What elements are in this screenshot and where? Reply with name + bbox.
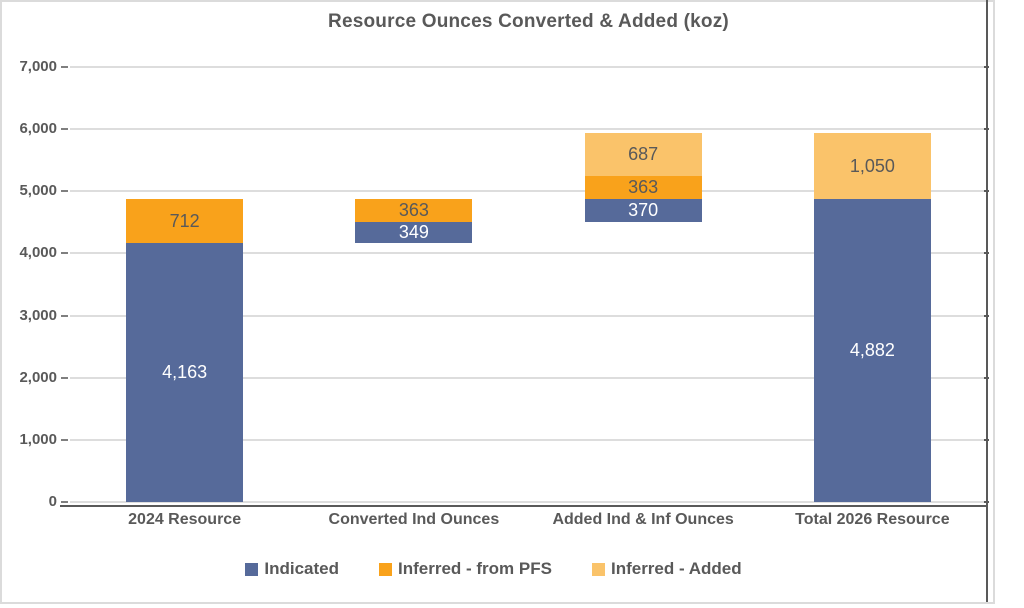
bar-segment-label: 349 bbox=[398, 221, 429, 242]
bar-segment-2024-resource-inferred-from-pfs: 712 bbox=[126, 199, 244, 244]
y-axis-tick-label: 3,000 bbox=[19, 306, 57, 324]
legend-swatch-indicated bbox=[245, 562, 259, 576]
legend-label: Inferred - from PFS bbox=[398, 559, 552, 578]
plot-area: 4,163 712 349 363 370 363 687 4,882 1,050 bbox=[61, 66, 989, 503]
y-axis-tick-label: 7,000 bbox=[19, 58, 57, 75]
y-axis-tick-label: 6,000 bbox=[19, 120, 57, 138]
legend-swatch-inferred-from-pfs bbox=[379, 562, 392, 576]
y-axis-tick-label: 4,000 bbox=[19, 244, 57, 262]
y-axis-tick bbox=[61, 252, 68, 255]
legend-label: Indicated bbox=[264, 559, 339, 578]
x-axis-label-added-ind-inf-ounces: Added Ind & Inf Ounces bbox=[552, 511, 734, 528]
x-axis-label-total-2026-resource: Total 2026 Resource bbox=[795, 511, 950, 528]
legend-swatch-inferred-added bbox=[591, 562, 605, 576]
legend-label: Inferred - Added bbox=[610, 559, 742, 578]
x-axis-line bbox=[60, 505, 987, 507]
chart-title: Resource Ounces Converted & Added (koz) bbox=[328, 11, 729, 32]
y-axis-tick bbox=[61, 376, 68, 379]
bar-segment-added-ind-inf-ounces-inferred-from-pfs: 363 bbox=[584, 176, 702, 199]
y-axis-tick bbox=[61, 314, 68, 317]
y-axis-tick-label: 0 bbox=[48, 493, 57, 510]
legend-item-indicated: Indicated bbox=[245, 559, 339, 579]
legend-item-inferred-added: Inferred - Added bbox=[591, 559, 742, 579]
y-axis-tick bbox=[61, 128, 68, 131]
y-axis-tick bbox=[61, 438, 68, 441]
bar-segment-label: 4,163 bbox=[162, 362, 208, 383]
bar-segment-label: 712 bbox=[169, 210, 200, 231]
plot-right-border bbox=[986, 0, 988, 602]
y-axis-tick-label: 5,000 bbox=[19, 182, 57, 200]
bar-segment-total-2026-resource-inferred-added: 1,050 bbox=[813, 133, 931, 199]
bar-segment-label: 1,050 bbox=[849, 155, 895, 176]
gridline-7000 bbox=[61, 66, 989, 68]
bar-segment-label: 4,882 bbox=[849, 339, 895, 360]
bar-segment-converted-ind-ounces-indicated: 349 bbox=[355, 221, 473, 244]
gridline-6000 bbox=[61, 128, 989, 131]
y-axis-tick bbox=[61, 66, 68, 68]
bar-segment-total-2026-resource-indicated: 4,882 bbox=[813, 198, 931, 502]
legend-item-inferred-from-pfs: Inferred - from PFS bbox=[379, 559, 552, 579]
y-axis-tick bbox=[61, 190, 68, 193]
bar-segment-label: 363 bbox=[628, 176, 659, 197]
bar-segment-added-ind-inf-ounces-indicated: 370 bbox=[584, 198, 702, 222]
legend: Indicated Inferred - from PFS Inferred - A… bbox=[0, 559, 987, 579]
bar-segment-label: 370 bbox=[628, 199, 659, 220]
y-axis-tick-label: 1,000 bbox=[19, 430, 57, 448]
y-axis-tick-label: 2,000 bbox=[19, 368, 57, 386]
bar-segment-2024-resource-indicated: 4,163 bbox=[126, 243, 244, 502]
bar-segment-converted-ind-ounces-inferred-from-pfs: 363 bbox=[355, 199, 473, 222]
x-axis-label-converted-ind-ounces: Converted Ind Ounces bbox=[328, 511, 500, 528]
y-axis-tick bbox=[61, 501, 68, 503]
bar-segment-added-ind-inf-ounces-inferred-added: 687 bbox=[584, 133, 702, 177]
x-axis-label-2024-resource: 2024 Resource bbox=[128, 511, 242, 528]
bar-segment-label: 687 bbox=[628, 144, 659, 165]
bar-segment-label: 363 bbox=[398, 199, 429, 220]
